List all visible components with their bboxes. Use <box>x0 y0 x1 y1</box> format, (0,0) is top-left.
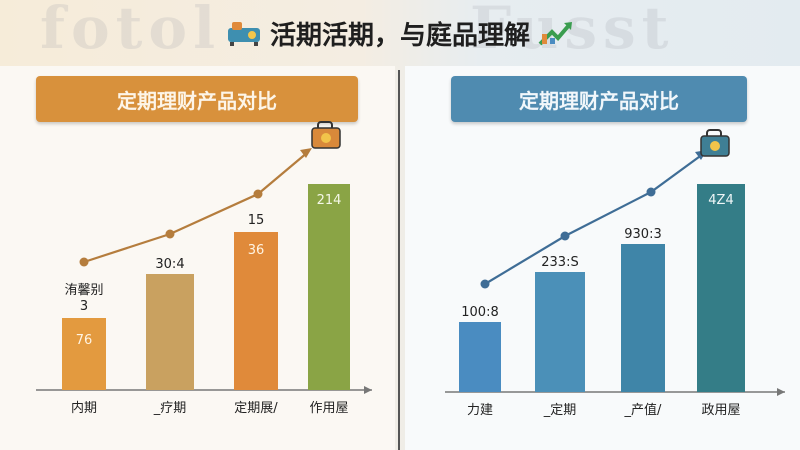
chart-title-right: 定期理财产品对比 <box>451 76 747 122</box>
data-label: 4Z4 <box>708 193 733 208</box>
data-label: 30:4 <box>155 257 184 272</box>
category-label: 政用屋 <box>701 403 740 418</box>
watermark-right: Fusst <box>470 0 675 62</box>
data-label: 233:S <box>541 255 578 270</box>
category-label: _疗期 <box>153 401 187 416</box>
bar <box>621 244 665 392</box>
trend-point <box>165 229 175 239</box>
bar <box>146 274 194 390</box>
header: 活期活期，与庭品理解 <box>0 0 800 66</box>
trend-point <box>79 257 89 267</box>
bar <box>535 272 585 392</box>
trend-point <box>253 189 263 199</box>
extra-label: 洧馨别 <box>64 282 103 298</box>
trend-point <box>560 231 570 241</box>
panel-divider <box>398 70 400 450</box>
data-label: 214 <box>317 193 342 208</box>
bar <box>459 322 501 392</box>
bar <box>62 318 106 390</box>
extra-label: 15 <box>248 213 265 228</box>
chart-panel-left: 定期理财产品对比 76 洧馨别 3 内期 30:4 _疗期 36 15 定期展/214 作用屋 <box>0 66 395 450</box>
data-label: 930:3 <box>624 227 661 242</box>
category-label: 内期 <box>71 400 97 416</box>
category-label: 力建 <box>467 403 493 418</box>
category-label: 作用屋 <box>309 401 348 416</box>
bar <box>234 232 278 390</box>
chart-title-left: 定期理财产品对比 <box>36 76 358 122</box>
data-label: 36 <box>248 243 265 258</box>
bar <box>697 184 745 392</box>
bar-chart-right: 100:8 力建 233:S _定期 930:3 _产值/4Z4 政用屋 <box>445 129 785 418</box>
category-label: _产值/ <box>624 402 663 418</box>
trend-point <box>480 279 490 289</box>
data-label: 76 <box>76 333 93 348</box>
page-title: 活期活期，与庭品理解 <box>269 20 530 51</box>
extra-label: 3 <box>80 299 88 314</box>
category-label: 定期展/ <box>234 401 278 416</box>
watermark-left: fotol <box>40 0 222 62</box>
chart-panel-right: 定期理财产品对比 100:8 力建 233:S _定期 930:3 _产值/4Z4 政用屋 <box>405 66 800 450</box>
trend-line <box>484 153 704 285</box>
sun-lounger-icon <box>227 22 260 46</box>
growth-arrows-icon <box>538 22 572 46</box>
data-label: 100:8 <box>461 305 498 320</box>
suitcase-coin-icon <box>700 129 730 157</box>
trend-line <box>83 151 309 264</box>
bar <box>308 184 350 390</box>
x-axis-arrow <box>777 388 785 396</box>
trend-arrowhead <box>300 148 312 158</box>
trend-point <box>646 187 656 197</box>
x-axis-arrow <box>364 386 372 394</box>
category-label: _定期 <box>543 403 577 418</box>
suitcase-coin-icon <box>311 121 341 149</box>
